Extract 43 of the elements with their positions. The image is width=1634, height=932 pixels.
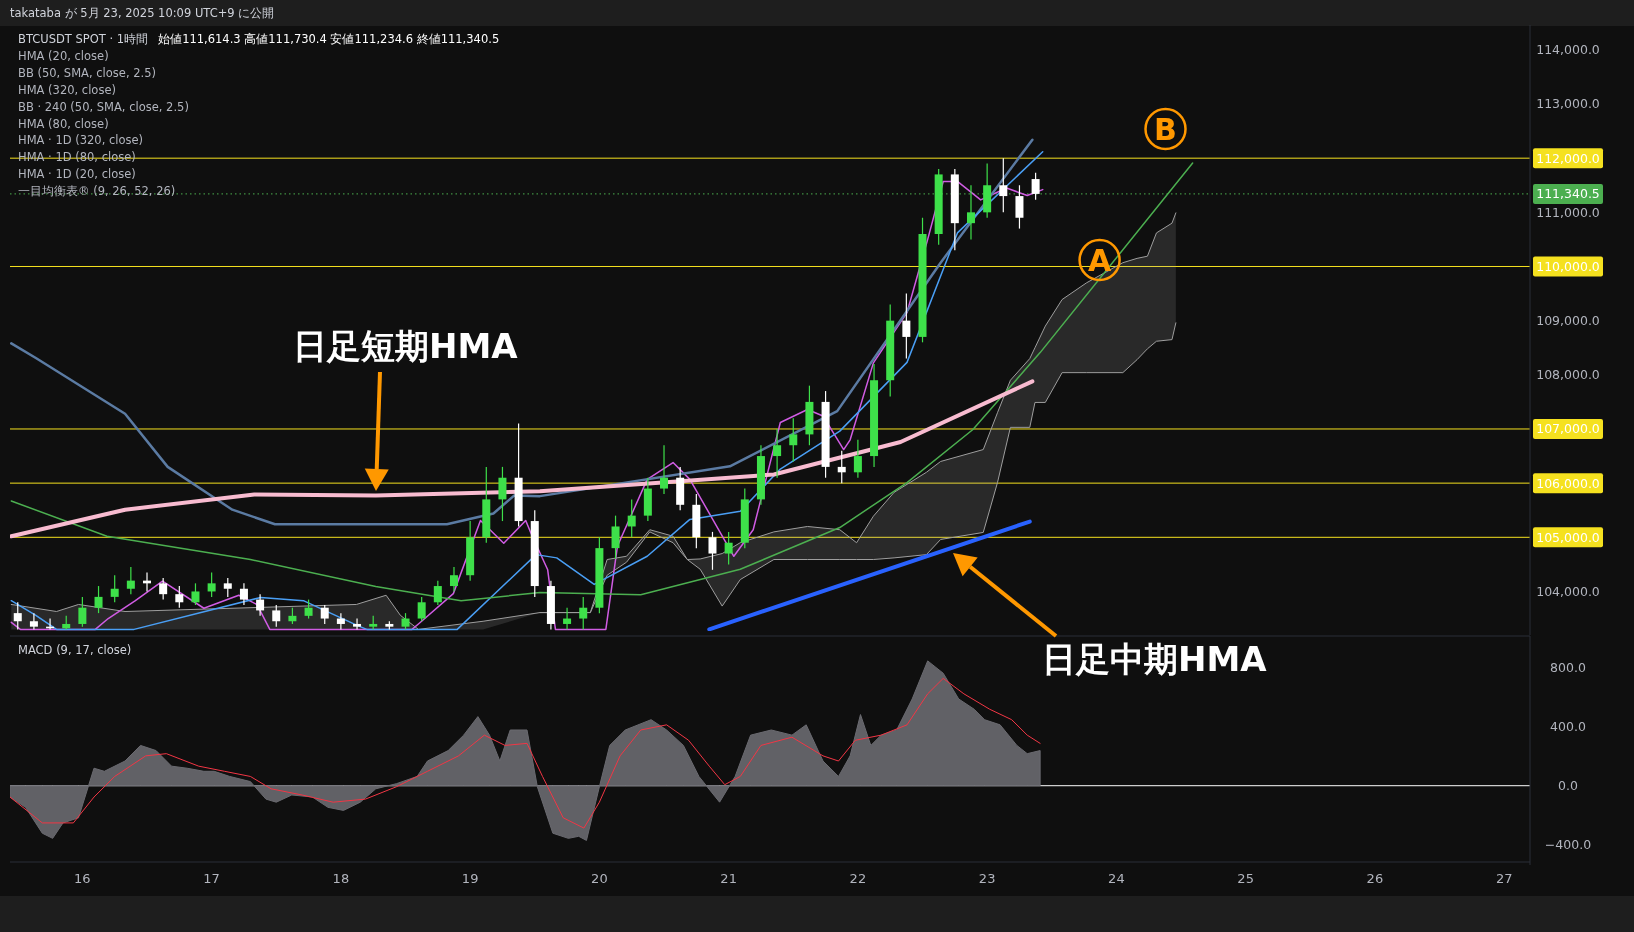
x-tick-label: 16 [74,870,91,886]
x-tick-label: 23 [978,870,996,886]
annotation: HMA (20, close) [18,48,109,63]
annotation: 一目均衡表® (9, 26, 52, 26) [18,184,176,199]
annotation: BB (50, SMA, close, 2.5) [18,65,156,80]
ref-line-label: 105,000.0 [1536,529,1600,545]
chart-subtitle: 始値111,614.3 高値111,730.4 安値111,234.6 終値111,340.5 [158,32,500,46]
ref-line-label: 111,340.5 [1536,186,1600,202]
x-tick-label: 17 [203,870,220,886]
chart-title: BTCUSDT SPOT · 1時間 [18,32,149,46]
annotation: HMA · 1D (320, close) [18,133,144,148]
y-tick-label: 114,000.0 [1536,42,1600,58]
y-tick-label: 400.0 [1550,719,1586,735]
annotation: 日足短期HMA [293,326,519,366]
y-tick-label: 800.0 [1550,660,1586,676]
ref-line-label: 106,000.0 [1536,475,1600,491]
x-tick-label: 22 [849,870,867,886]
y-tick-label: 0.0 [1558,778,1578,794]
y-tick-label: −400.0 [1544,836,1592,852]
y-tick-label: 111,000.0 [1536,204,1600,220]
annotation: HMA · 1D (20, close) [18,167,136,182]
chart-title: MACD (9, 17, close) [18,643,132,657]
x-tick-label: 19 [461,870,479,886]
y-tick-label: 108,000.0 [1536,367,1600,383]
y-tick-label: 104,000.0 [1536,583,1600,599]
ref-line-label: 107,000.0 [1536,421,1600,437]
x-tick-label: 24 [1108,870,1125,886]
annotation: BB · 240 (50, SMA, close, 2.5) [18,99,189,114]
text: takataba が 5月 23, 2025 10:09 UTC+9 に公開 [10,6,275,20]
ref-line-label: 110,000.0 [1536,258,1600,274]
x-tick-label: 25 [1237,870,1254,886]
x-tick-label: 20 [591,870,608,886]
y-tick-label: 109,000.0 [1536,313,1600,329]
x-tick-label: 21 [720,870,737,886]
annotation: B [1154,111,1177,147]
annotation: 日足中期HMA [1042,639,1268,679]
x-tick-label: 26 [1366,870,1384,886]
x-tick-label: 18 [332,870,350,886]
annotation: HMA (320, close) [18,82,116,97]
annotation: HMA (80, close) [18,116,109,131]
ref-line-label: 112,000.0 [1536,150,1600,166]
x-tick-label: 27 [1495,870,1513,886]
y-tick-label: 113,000.0 [1536,96,1600,112]
